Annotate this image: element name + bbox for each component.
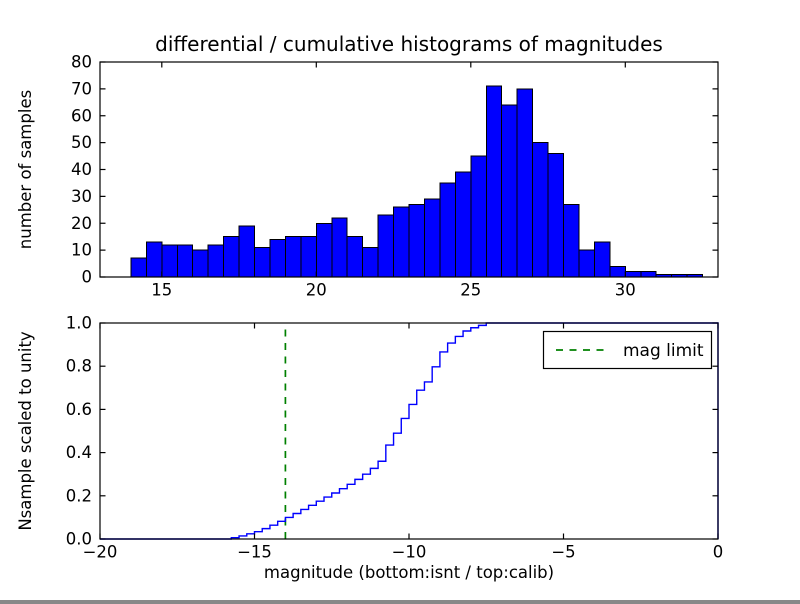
histogram-bar (161, 244, 178, 278)
bottom-cumulative-axes: −20 −15 −10 −5 0 0.0 0.2 0.4 0.6 0.8 1.0 (66, 314, 724, 562)
histogram-bar (547, 152, 564, 278)
histogram-bar (578, 249, 595, 278)
histogram-bar (254, 246, 271, 278)
x-tick-label: 30 (615, 281, 636, 300)
histogram-bar (593, 241, 611, 278)
histogram-bar (362, 246, 379, 278)
y-tick-label: 30 (71, 187, 92, 206)
top-y-axis-label: number of samples (16, 90, 35, 249)
histogram-bar (439, 182, 456, 278)
bottom-y-axis-label: Nsample scaled to unity (16, 331, 35, 531)
chart-title: differential / cumulative histograms of … (155, 32, 663, 56)
cumulative-step-curve (100, 322, 719, 540)
axes-frame (99, 61, 719, 278)
histogram-bar (609, 265, 626, 278)
histogram-bar (284, 236, 302, 278)
y-tick-label: 20 (71, 214, 92, 233)
histogram-bar (377, 214, 395, 278)
histogram-bar (470, 155, 487, 278)
histogram-bar (130, 257, 147, 278)
y-tick-label: 0.4 (66, 443, 92, 462)
y-tick-label: 40 (71, 160, 92, 179)
x-tick-label: 20 (306, 281, 327, 300)
histogram-bar (501, 104, 518, 278)
y-tick-label: 0.2 (66, 486, 92, 505)
legend-label: mag limit (623, 341, 704, 361)
x-tick-label: 0 (713, 543, 724, 562)
y-tick-label: 70 (71, 79, 92, 98)
legend: mag limit (542, 330, 713, 370)
histogram-bar (640, 271, 657, 278)
histogram-bar (624, 271, 642, 278)
histogram-bar (454, 171, 472, 278)
histogram-bar (346, 236, 364, 278)
histogram-bar (145, 241, 163, 278)
histogram-bar (423, 198, 441, 278)
x-tick-label: −10 (392, 543, 427, 562)
histogram-bar (532, 142, 549, 278)
y-tick-label: 80 (71, 53, 92, 72)
histogram-bar (485, 85, 503, 278)
histogram-bar (223, 236, 240, 278)
axes-frame (99, 322, 719, 540)
y-tick-label: 0.6 (66, 400, 92, 419)
histogram-bar (176, 244, 194, 278)
y-tick-label: 0.8 (66, 357, 92, 376)
x-tick-label: −20 (83, 543, 118, 562)
y-tick-label: 0 (82, 268, 93, 287)
histogram-bar (408, 203, 425, 278)
x-tick-label: 15 (151, 281, 172, 300)
x-tick-label: −15 (237, 543, 272, 562)
histogram-bar (393, 206, 410, 278)
histogram-bar (269, 238, 286, 278)
top-histogram-axes: 15 20 25 30 0 10 20 30 40 50 60 70 80 (71, 53, 719, 300)
y-tick-label: 10 (71, 241, 92, 260)
y-tick-label: 50 (71, 133, 92, 152)
histogram-bar (563, 203, 580, 278)
histogram-bar (192, 249, 209, 278)
histogram-bar (516, 88, 534, 278)
histogram-bar (238, 225, 256, 278)
histogram-bar (207, 244, 225, 278)
x-tick-label: 25 (460, 281, 481, 300)
x-axis-label: magnitude (bottom:isnt / top:calib) (264, 563, 554, 582)
y-tick-label: 1.0 (66, 314, 92, 333)
x-tick-label: −5 (551, 543, 575, 562)
histogram-bar (331, 217, 348, 278)
y-tick-label: 60 (71, 106, 92, 125)
y-tick-label: 0.0 (66, 530, 92, 549)
histogram-bar (315, 222, 333, 278)
histogram-bar (300, 236, 317, 278)
